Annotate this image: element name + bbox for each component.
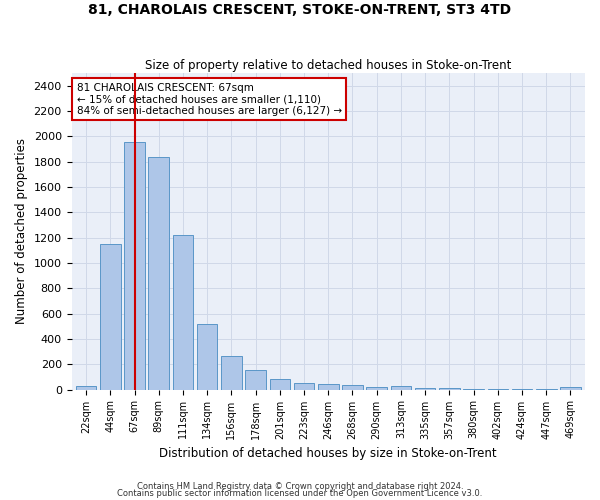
Y-axis label: Number of detached properties: Number of detached properties [15,138,28,324]
Bar [245,370,266,390]
Text: 81, CHAROLAIS CRESCENT, STOKE-ON-TRENT, ST3 4TD: 81, CHAROLAIS CRESCENT, STOKE-ON-TRENT, … [88,2,512,16]
Bar [173,235,193,390]
Text: Contains HM Land Registry data © Crown copyright and database right 2024.: Contains HM Land Registry data © Crown c… [137,482,463,491]
Bar [536,389,557,390]
Bar [415,388,436,390]
Bar [221,356,242,390]
Bar [124,142,145,390]
Text: Contains public sector information licensed under the Open Government Licence v3: Contains public sector information licen… [118,489,482,498]
Bar [294,383,314,390]
Bar [391,386,411,390]
Bar [269,380,290,390]
Bar [197,324,217,390]
Bar [439,388,460,390]
Bar [367,387,387,390]
Bar [512,389,532,390]
Bar [463,389,484,390]
Bar [560,387,581,390]
Bar [76,386,97,390]
Bar [488,389,508,390]
Bar [318,384,338,390]
Bar [342,384,363,390]
Bar [100,244,121,390]
X-axis label: Distribution of detached houses by size in Stoke-on-Trent: Distribution of detached houses by size … [160,447,497,460]
Bar [148,156,169,390]
Text: 81 CHAROLAIS CRESCENT: 67sqm
← 15% of detached houses are smaller (1,110)
84% of: 81 CHAROLAIS CRESCENT: 67sqm ← 15% of de… [77,82,342,116]
Title: Size of property relative to detached houses in Stoke-on-Trent: Size of property relative to detached ho… [145,59,511,72]
